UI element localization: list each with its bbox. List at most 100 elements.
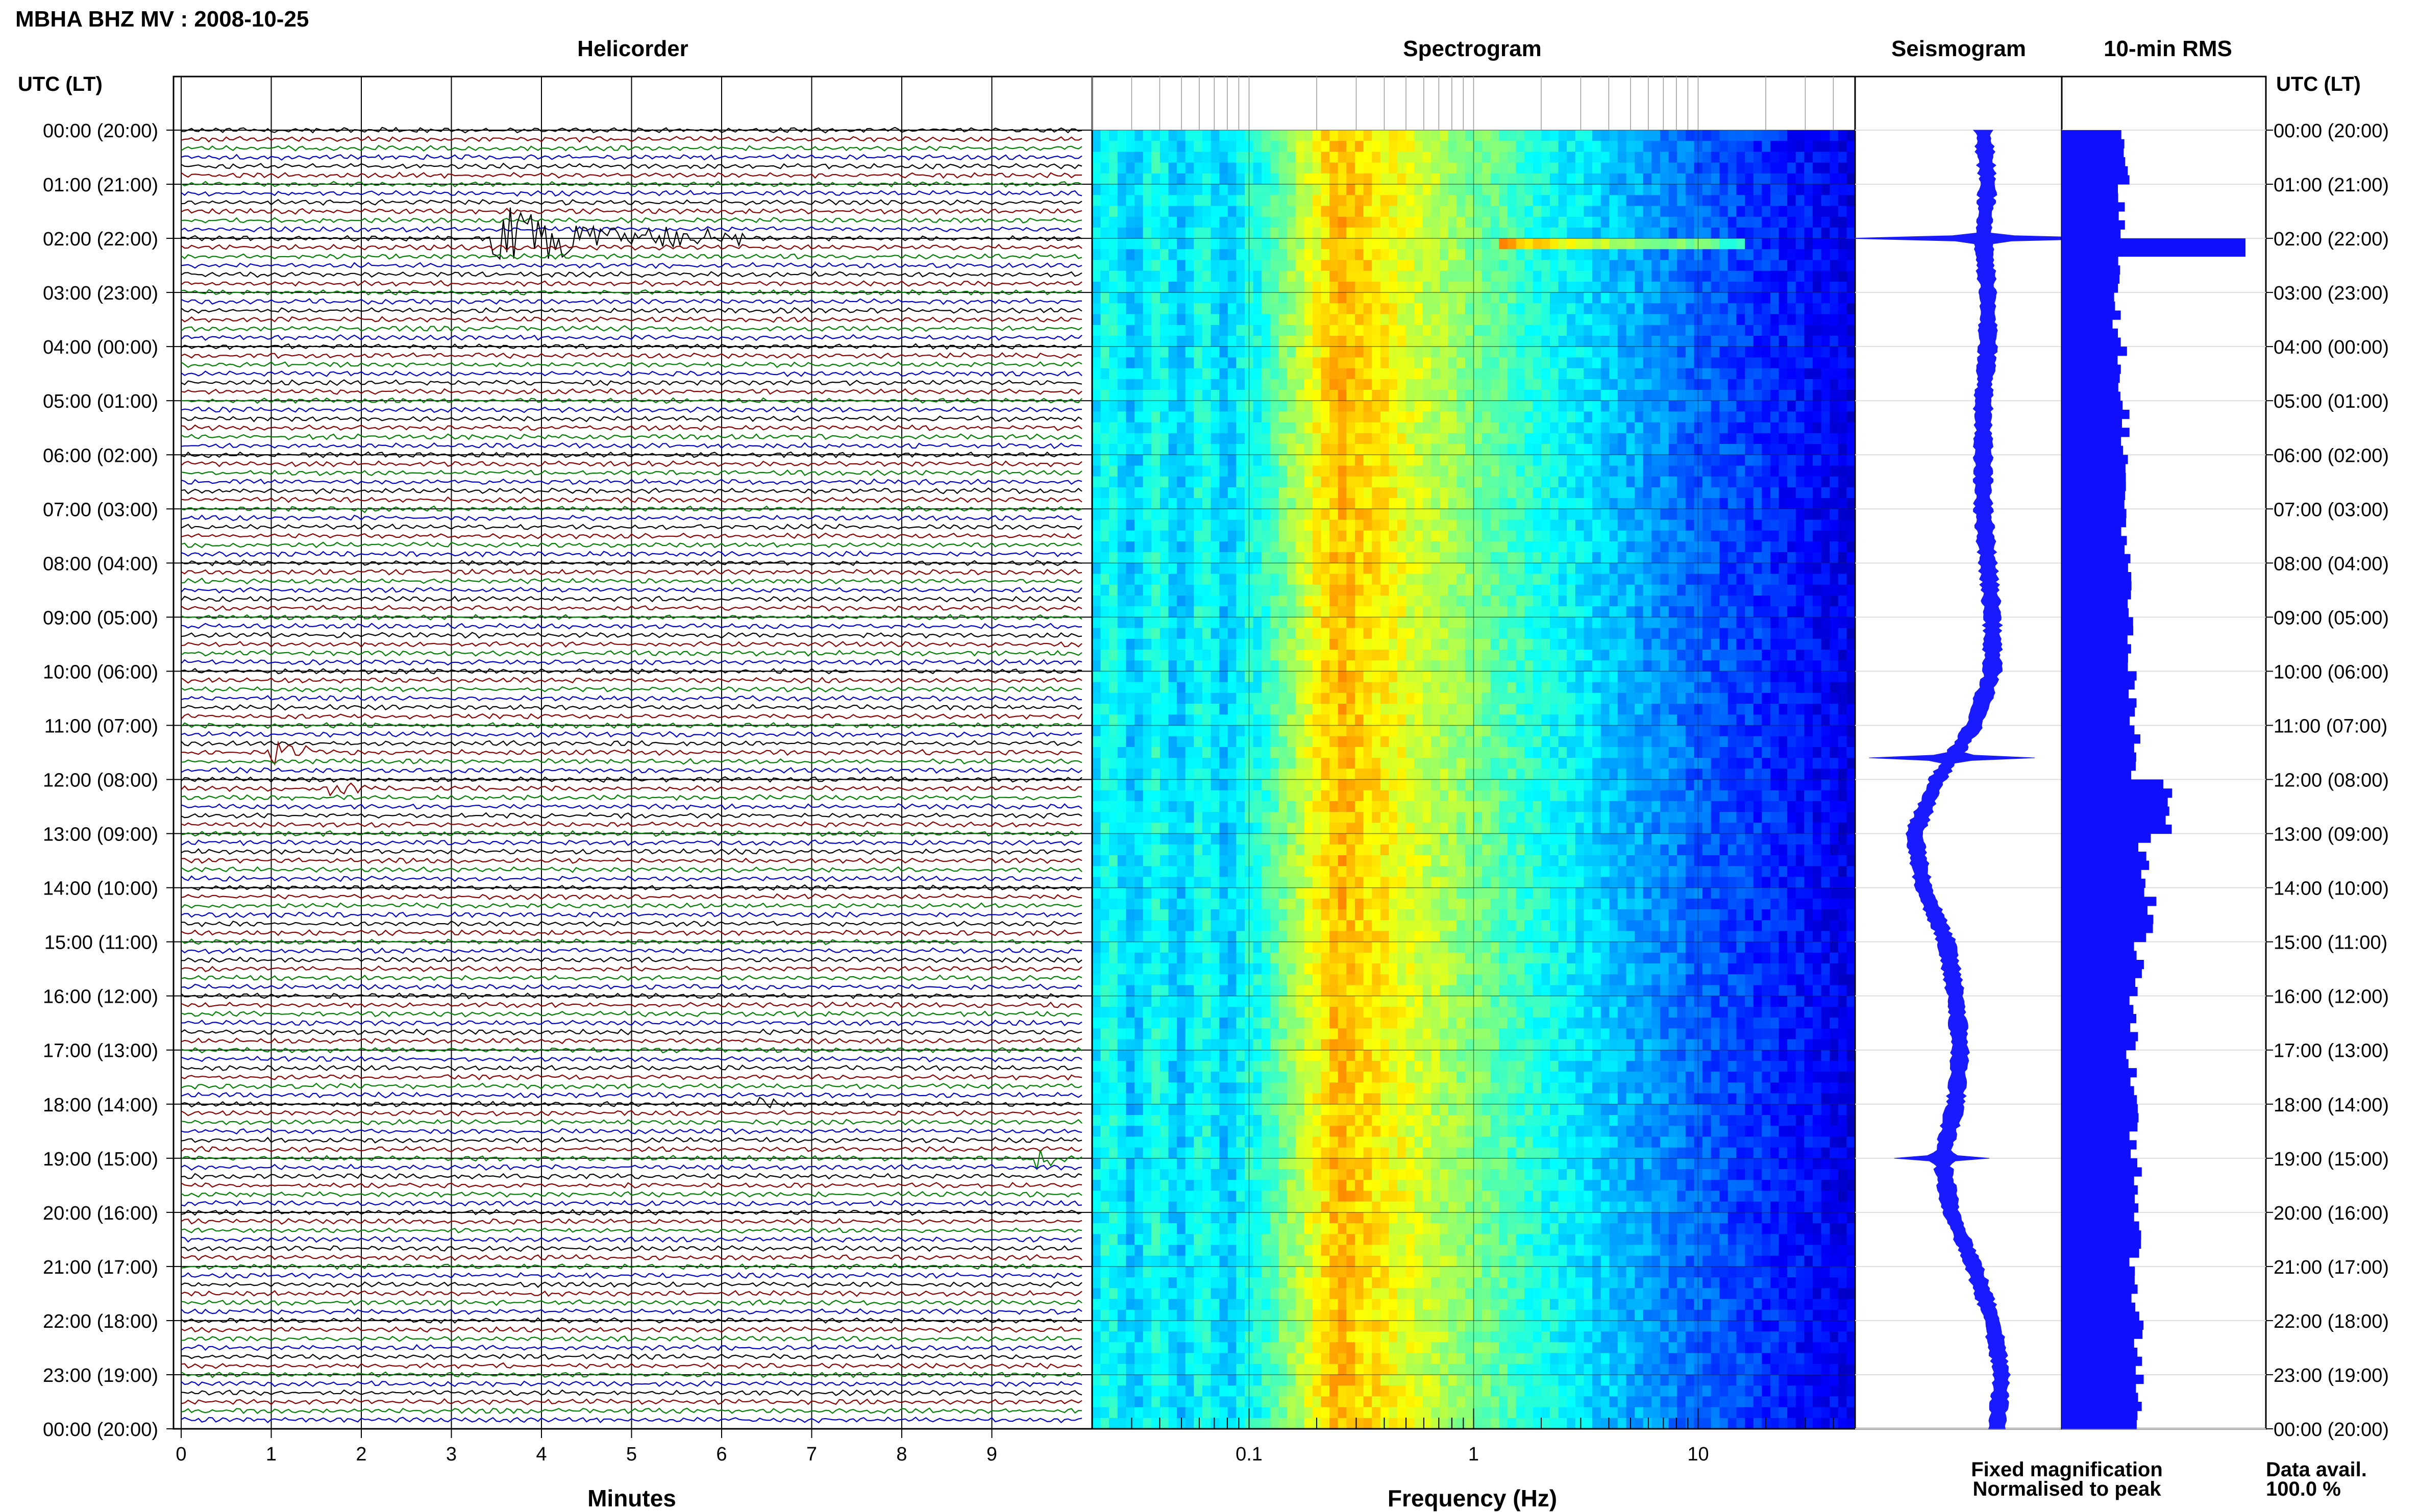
spectrogram-cell — [1389, 1147, 1398, 1159]
spectrogram-cell — [1389, 584, 1398, 596]
spectrogram-cell — [1185, 379, 1194, 390]
spectrogram-cell — [1354, 1396, 1364, 1408]
spectrogram-cell — [1389, 292, 1398, 304]
spectrogram-cell — [1185, 173, 1194, 185]
spectrogram-cell — [1405, 606, 1415, 617]
spectrogram-cell — [1134, 509, 1144, 520]
spectrogram-cell — [1194, 368, 1203, 380]
spectrogram-cell — [1126, 1039, 1135, 1051]
spectrogram-cell — [1372, 866, 1381, 877]
spectrogram-cell — [1109, 563, 1118, 575]
spectrogram-cell — [1405, 552, 1415, 563]
spectrogram-cell — [1287, 985, 1296, 997]
spectrogram-cell — [1405, 173, 1415, 185]
spectrogram-cell — [1202, 638, 1212, 650]
spectrogram-cell — [1338, 606, 1347, 617]
spectrogram-cell — [1185, 1018, 1194, 1029]
spectrogram-cell — [1270, 498, 1279, 509]
spectrogram-cell — [1236, 455, 1245, 466]
spectrogram-cell — [1278, 877, 1288, 888]
spectrogram-cell — [1304, 303, 1313, 315]
spectrogram-cell — [1227, 206, 1237, 217]
spectrogram-cell — [1177, 173, 1186, 185]
spectrogram-cell — [1100, 206, 1109, 217]
spectrogram-cell — [1227, 270, 1237, 282]
spectrogram-cell — [1397, 844, 1406, 856]
spectrogram-cell — [1329, 638, 1339, 650]
spectrogram-cell — [1389, 1385, 1398, 1397]
spectrogram-cell — [1354, 606, 1364, 617]
spectrogram-cell — [1414, 487, 1423, 499]
spectrogram-cell — [1253, 1234, 1262, 1246]
spectrogram-cell — [1177, 390, 1186, 401]
spectrogram-cell — [1159, 1104, 1169, 1116]
spectrogram-cell — [1143, 790, 1152, 802]
spectrogram-cell — [1185, 152, 1194, 163]
spectrogram-cell — [1262, 325, 1271, 336]
spectrogram-cell — [1100, 336, 1109, 347]
spectrogram-cell — [1287, 855, 1296, 866]
spectrogram-cell — [1329, 996, 1339, 1007]
spectrogram-cell — [1100, 1115, 1109, 1126]
spectrogram-cell — [1159, 1018, 1169, 1029]
spectrogram-cell — [1270, 216, 1279, 228]
spectrogram-cell — [1397, 281, 1406, 293]
spectrogram-cell — [1202, 790, 1212, 802]
spectrogram-cell — [1236, 227, 1245, 239]
spectrogram-cell — [1126, 758, 1135, 769]
spectrogram-cell — [1100, 812, 1109, 823]
spectrogram-cell — [1422, 606, 1431, 617]
spectrogram-cell — [1329, 1028, 1339, 1040]
spectrogram-cell — [1117, 1418, 1126, 1429]
spectrogram-cell — [1126, 1072, 1135, 1083]
spectrogram-cell — [1159, 747, 1169, 758]
spectrogram-cell — [1185, 1082, 1194, 1094]
spectrogram-cell — [1321, 887, 1330, 899]
spectrogram-cell — [1092, 195, 1101, 207]
spectrogram-cell — [1134, 249, 1144, 261]
spectrogram-cell — [1126, 498, 1135, 509]
spectrogram-cell — [1287, 1418, 1296, 1429]
spectrogram-cell — [1422, 1050, 1431, 1061]
spectrogram-cell — [1287, 1072, 1296, 1083]
spectrogram-cell — [1422, 1364, 1431, 1375]
spectrogram-cell — [1414, 1212, 1423, 1224]
spectrogram-cell — [1287, 996, 1296, 1007]
spectrogram-cell — [1270, 617, 1279, 629]
spectrogram-cell — [1397, 390, 1406, 401]
spectrogram-cell — [1202, 606, 1212, 617]
spectrogram-cell — [1177, 260, 1186, 271]
spectrogram-cell — [1329, 141, 1339, 152]
spectrogram-cell — [1143, 422, 1152, 434]
spectrogram-cell — [1397, 1320, 1406, 1332]
spectrogram-cell — [1092, 152, 1101, 163]
spectrogram-cell — [1253, 887, 1262, 899]
spectrogram-cell — [1405, 823, 1415, 834]
spectrogram-cell — [1100, 725, 1109, 737]
spectrogram-cell — [1211, 596, 1220, 607]
spectrogram-cell — [1405, 368, 1415, 380]
spectrogram-cell — [1185, 823, 1194, 834]
spectrogram-title: Spectrogram — [1403, 36, 1541, 61]
spectrogram-cell — [1126, 1320, 1135, 1332]
spectrogram-cell — [1159, 714, 1169, 726]
spectrogram-cell — [1270, 1320, 1279, 1332]
spectrogram-cell — [1253, 1266, 1262, 1278]
spectrogram-cell — [1414, 898, 1423, 910]
spectrogram-cell — [1372, 162, 1381, 174]
spectrogram-cell — [1397, 1018, 1406, 1029]
spectrogram-cell — [1422, 238, 1431, 250]
spectrogram-cell — [1177, 455, 1186, 466]
spectrogram-cell — [1329, 1136, 1339, 1148]
spectrogram-cell — [1338, 692, 1347, 704]
spectrogram-cell — [1354, 249, 1364, 261]
spectrogram-cell — [1397, 1147, 1406, 1159]
spectrogram-cell — [1295, 1353, 1304, 1365]
spectrogram-cell — [1270, 1375, 1279, 1386]
spectrogram-cell — [1126, 660, 1135, 672]
figure-title: MBHA BHZ MV : 2008-10-25 — [15, 7, 309, 32]
spectrogram-cell — [1329, 692, 1339, 704]
spectrogram-cell — [1185, 1136, 1194, 1148]
spectrogram-cell — [1270, 541, 1279, 553]
spectrogram-cell — [1151, 411, 1161, 423]
